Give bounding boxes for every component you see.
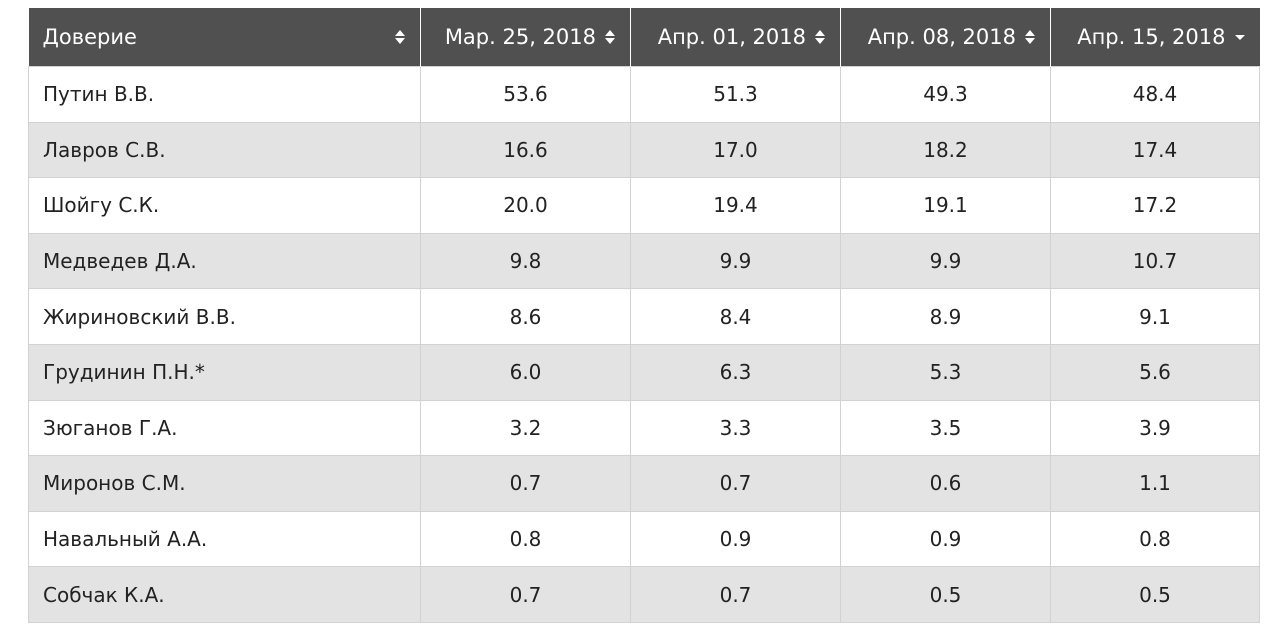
trust-value-cell: 5.3 (840, 343, 1051, 401)
column-header-label: Апр. 08, 2018 (867, 25, 1016, 49)
column-header-label: Апр. 15, 2018 (1077, 25, 1226, 49)
trust-value-cell: 5.6 (1050, 343, 1260, 401)
trust-value-cell: 49.3 (840, 66, 1051, 123)
person-name-cell: Лавров С.В. (28, 121, 421, 179)
column-header-label: Апр. 01, 2018 (657, 25, 806, 49)
trust-value-cell: 9.1 (1050, 288, 1260, 345)
trust-value-cell: 0.6 (840, 455, 1051, 512)
trust-value-cell: 0.7 (630, 455, 841, 512)
sort-desc-icon[interactable] (1234, 28, 1246, 46)
trust-value-cell: 20.0 (420, 177, 631, 234)
trust-value-cell: 6.3 (630, 343, 841, 401)
column-header-date-4[interactable]: Апр. 15, 2018 (1050, 8, 1260, 67)
table-row: Миронов С.М. 0.7 0.7 0.6 1.1 (28, 455, 1260, 512)
trust-value-cell: 19.4 (630, 177, 841, 234)
sort-both-icon[interactable] (604, 28, 616, 46)
column-header-label: Мар. 25, 2018 (444, 25, 596, 49)
trust-value-cell: 0.5 (840, 566, 1051, 623)
trust-value-cell: 0.7 (630, 566, 841, 623)
trust-value-cell: 0.9 (840, 510, 1051, 568)
trust-value-cell: 17.0 (630, 121, 841, 179)
trust-value-cell: 8.6 (420, 288, 631, 345)
sort-both-icon[interactable] (814, 28, 826, 46)
trust-value-cell: 17.4 (1050, 121, 1260, 179)
trust-value-cell: 0.8 (1050, 510, 1260, 568)
table-row: Навальный А.А. 0.8 0.9 0.9 0.8 (28, 510, 1260, 568)
person-name-cell: Путин В.В. (28, 66, 421, 123)
trust-value-cell: 53.6 (420, 66, 631, 123)
trust-value-cell: 3.2 (420, 399, 631, 457)
sort-both-icon[interactable] (1024, 28, 1036, 46)
column-header-label: Доверие (42, 25, 137, 49)
person-name-cell: Зюганов Г.А. (28, 399, 421, 457)
trust-value-cell: 9.9 (630, 232, 841, 290)
person-name-cell: Жириновский В.В. (28, 288, 421, 345)
trust-value-cell: 9.8 (420, 232, 631, 290)
table-row: Лавров С.В. 16.6 17.0 18.2 17.4 (28, 121, 1260, 179)
person-name-cell: Навальный А.А. (28, 510, 421, 568)
trust-value-cell: 8.9 (840, 288, 1051, 345)
trust-value-cell: 16.6 (420, 121, 631, 179)
person-name-cell: Шойгу С.К. (28, 177, 421, 234)
trust-value-cell: 51.3 (630, 66, 841, 123)
trust-value-cell: 0.9 (630, 510, 841, 568)
trust-value-cell: 19.1 (840, 177, 1051, 234)
person-name-cell: Миронов С.М. (28, 455, 421, 512)
trust-value-cell: 3.5 (840, 399, 1051, 457)
table-row: Собчак К.А. 0.7 0.7 0.5 0.5 (28, 566, 1260, 623)
trust-value-cell: 10.7 (1050, 232, 1260, 290)
trust-value-cell: 3.9 (1050, 399, 1260, 457)
trust-value-cell: 0.8 (420, 510, 631, 568)
trust-value-cell: 0.5 (1050, 566, 1260, 623)
table-row: Грудинин П.Н.* 6.0 6.3 5.3 5.6 (28, 343, 1260, 401)
trust-rating-table-container: Доверие Мар. 25, 2018 Апр. 01, 2018 (28, 8, 1260, 623)
person-name-cell: Медведев Д.А. (28, 232, 421, 290)
trust-value-cell: 0.7 (420, 566, 631, 623)
trust-value-cell: 17.2 (1050, 177, 1260, 234)
table-row: Жириновский В.В. 8.6 8.4 8.9 9.1 (28, 288, 1260, 345)
column-header-trust[interactable]: Доверие (28, 8, 421, 67)
column-header-date-3[interactable]: Апр. 08, 2018 (840, 8, 1051, 67)
table-body: Путин В.В. 53.6 51.3 49.3 48.4 Лавров С.В. 16.… (28, 66, 1260, 623)
trust-value-cell: 9.9 (840, 232, 1051, 290)
person-name-cell: Грудинин П.Н.* (28, 343, 421, 401)
trust-value-cell: 6.0 (420, 343, 631, 401)
table-row: Путин В.В. 53.6 51.3 49.3 48.4 (28, 66, 1260, 123)
trust-value-cell: 48.4 (1050, 66, 1260, 123)
column-header-date-2[interactable]: Апр. 01, 2018 (630, 8, 841, 67)
trust-value-cell: 8.4 (630, 288, 841, 345)
table-row: Шойгу С.К. 20.0 19.4 19.1 17.2 (28, 177, 1260, 234)
trust-rating-table: Доверие Мар. 25, 2018 Апр. 01, 2018 (28, 8, 1260, 623)
table-row: Зюганов Г.А. 3.2 3.3 3.5 3.9 (28, 399, 1260, 457)
person-name-cell: Собчак К.А. (28, 566, 421, 623)
sort-both-icon[interactable] (394, 28, 406, 46)
trust-value-cell: 3.3 (630, 399, 841, 457)
trust-value-cell: 0.7 (420, 455, 631, 512)
table-header-row: Доверие Мар. 25, 2018 Апр. 01, 2018 (28, 8, 1260, 67)
trust-value-cell: 1.1 (1050, 455, 1260, 512)
table-row: Медведев Д.А. 9.8 9.9 9.9 10.7 (28, 232, 1260, 290)
column-header-date-1[interactable]: Мар. 25, 2018 (420, 8, 631, 67)
trust-value-cell: 18.2 (840, 121, 1051, 179)
